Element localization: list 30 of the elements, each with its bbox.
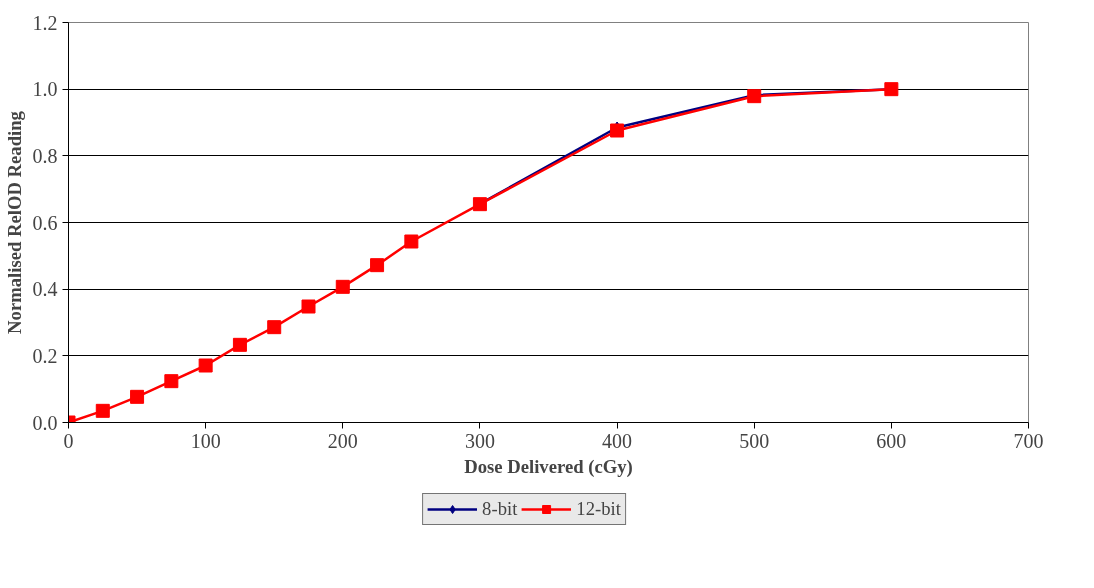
point — [404, 234, 419, 249]
x-tick-label: 500 — [739, 429, 770, 452]
y-tick-label: 0.2 — [32, 344, 58, 367]
y-tick-label: 0.4 — [32, 278, 58, 301]
y-tick-label: 1.2 — [32, 11, 58, 34]
x-tick-label: 100 — [190, 429, 221, 452]
y-tick-label: 0.8 — [32, 144, 58, 167]
y-tick-label: 1.0 — [32, 78, 58, 101]
x-axis-title: Dose Delivered (cGy) — [464, 455, 633, 478]
point — [267, 320, 282, 335]
y-tick-label: 0.6 — [32, 211, 58, 234]
point — [164, 374, 179, 389]
y-axis-title: Normalised RelOD Reading — [3, 110, 25, 334]
point — [95, 403, 110, 418]
y-tick-label: 0.0 — [32, 411, 58, 434]
x-tick-label: 0 — [63, 429, 74, 452]
legend-label: 8-bit — [482, 498, 518, 520]
point — [370, 258, 385, 273]
x-tick-label: 700 — [1013, 429, 1044, 452]
point — [198, 358, 213, 373]
x-tick-label: 300 — [464, 429, 495, 452]
x-tick-label: 400 — [602, 429, 633, 452]
x-tick-label: 600 — [876, 429, 907, 452]
point — [610, 123, 625, 138]
point — [232, 337, 247, 352]
point — [301, 299, 316, 314]
legend-label: 12-bit — [576, 498, 621, 520]
point — [130, 389, 145, 404]
x-tick-label: 200 — [327, 429, 358, 452]
point — [335, 279, 350, 294]
